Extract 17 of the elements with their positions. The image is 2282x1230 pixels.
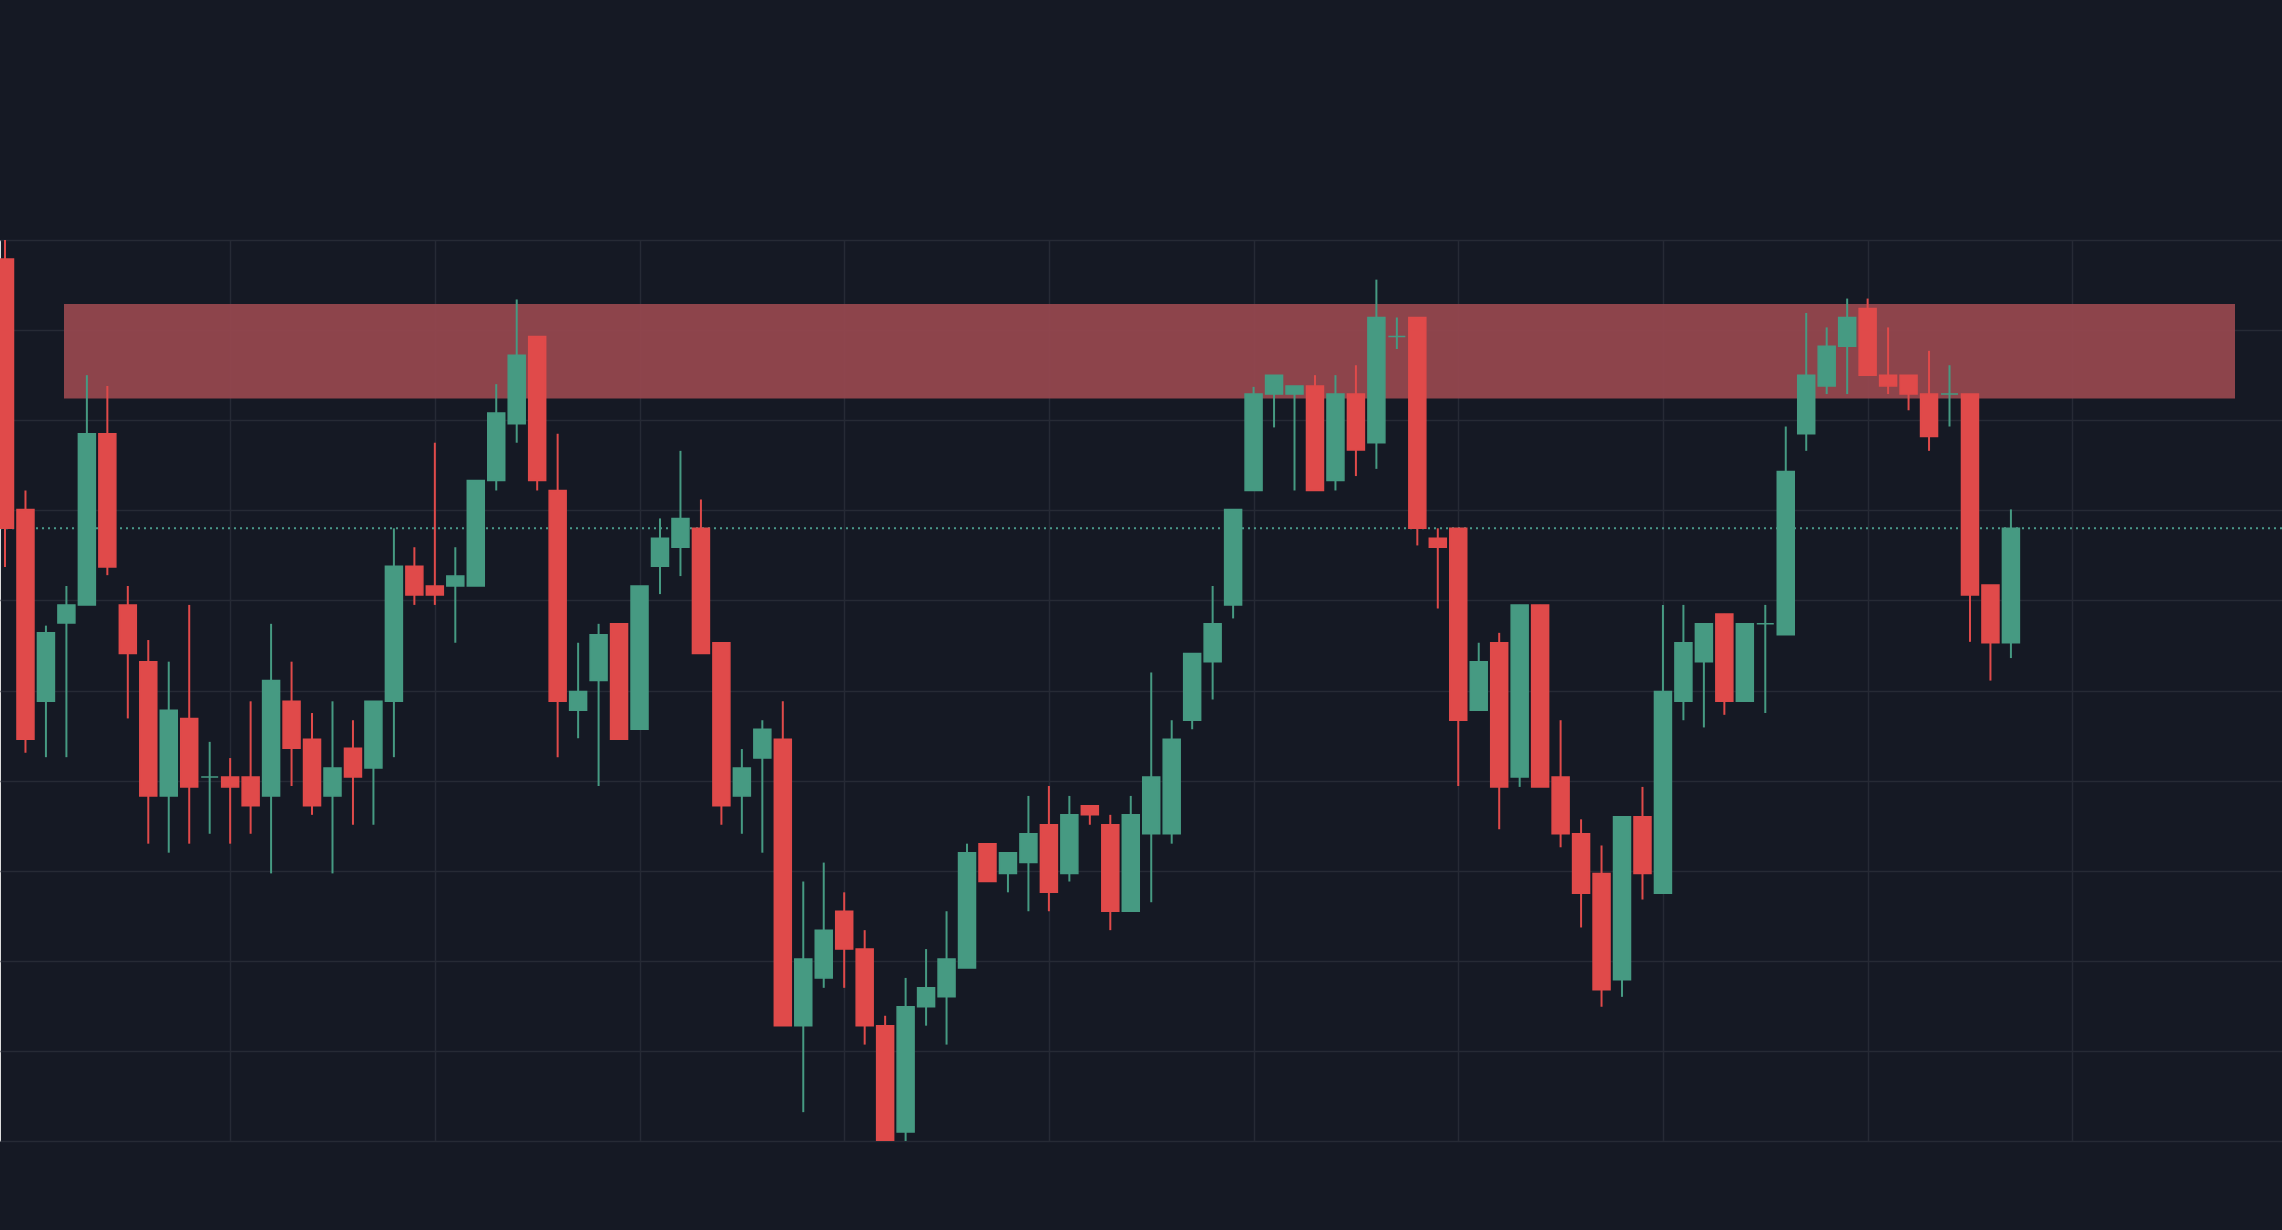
- candlestick: [916, 948, 936, 1027]
- candlestick: [200, 740, 219, 835]
- candlestick: [1878, 326, 1898, 396]
- candlestick: [57, 584, 76, 759]
- candlestick: [446, 546, 465, 644]
- candlestick: [1285, 384, 1304, 492]
- candlestick: [1428, 527, 1448, 610]
- candlestick: [220, 757, 240, 845]
- candlestick: [1899, 374, 1918, 412]
- candlestick: [1756, 603, 1775, 715]
- candlestick: [998, 851, 1018, 894]
- candlestick: [425, 441, 445, 606]
- candlestick: [1940, 364, 1959, 428]
- candlestick: [568, 641, 588, 740]
- candlestick: [1387, 316, 1407, 351]
- candlestick: [1264, 374, 1284, 429]
- candlestick: [1080, 804, 1100, 826]
